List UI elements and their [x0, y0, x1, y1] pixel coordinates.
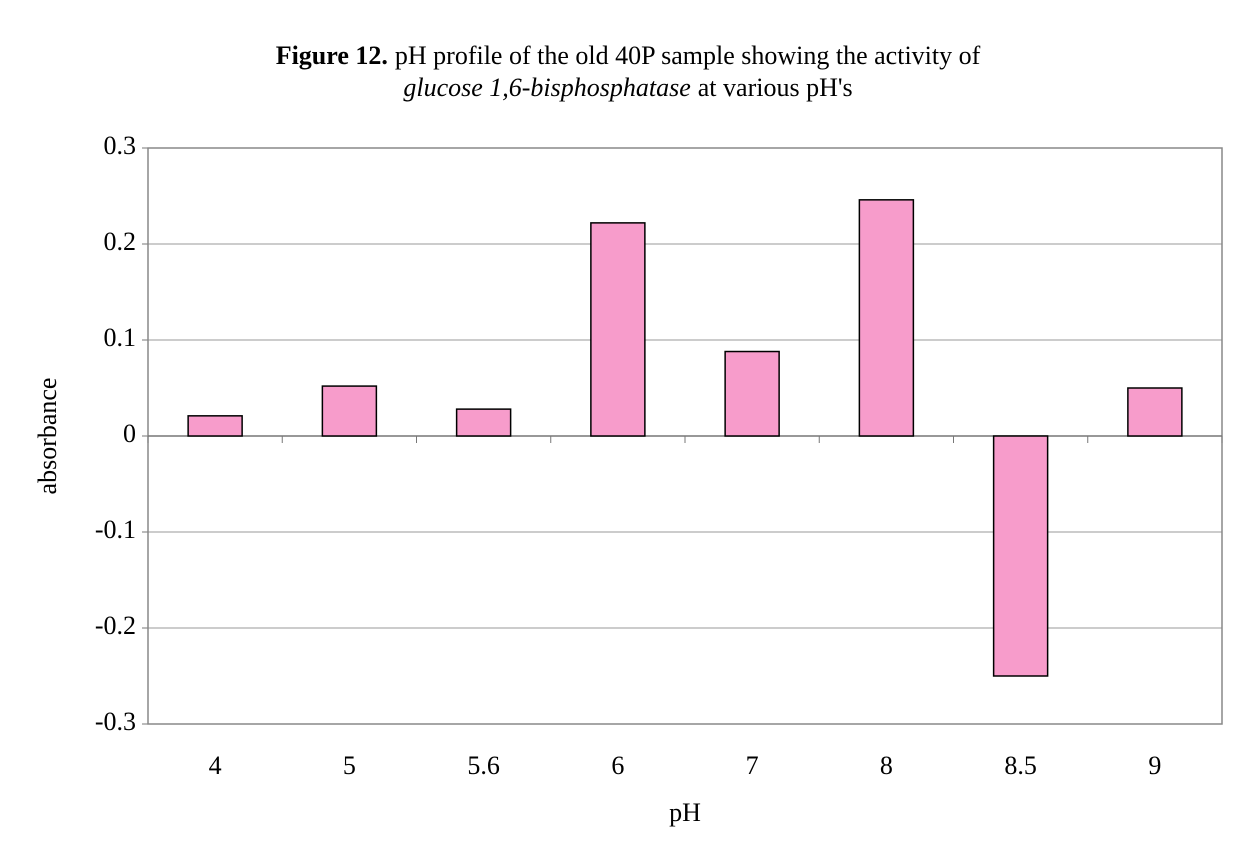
x-tick-label: 5.6 [467, 751, 500, 780]
y-axis-label: absorbance [33, 378, 62, 495]
y-tick-label: -0.3 [95, 707, 136, 736]
bar [590, 222, 646, 437]
x-tick-label: 7 [746, 751, 759, 780]
title-text: pH profile of the old 40P sample showing… [395, 41, 981, 70]
bar [1127, 387, 1183, 437]
x-tick-label: 8.5 [1004, 751, 1037, 780]
bar [321, 385, 378, 437]
y-tick-label: -0.2 [95, 611, 136, 640]
x-tick-label: 5 [343, 751, 356, 780]
title-enzyme: glucose 1,6-bisphosphatase [403, 73, 690, 102]
x-tick-label: 9 [1148, 751, 1161, 780]
x-tick-label: 4 [209, 751, 222, 780]
x-tick-label: 8 [880, 751, 893, 780]
bar [992, 435, 1049, 677]
y-tick-label: 0 [123, 419, 136, 448]
y-tick-label: 0.3 [104, 131, 137, 160]
y-tick-label: -0.1 [95, 515, 136, 544]
bar [455, 408, 512, 437]
chart-title-line2: glucose 1,6-bisphosphatase at various pH'… [403, 73, 852, 102]
chart-title: Figure 12. pH profile of the old 40P samp… [276, 41, 981, 70]
y-tick-label: 0.2 [104, 227, 137, 256]
bar [724, 350, 780, 437]
title-text: at various pH's [698, 73, 853, 102]
bar [187, 415, 243, 437]
x-tick-label: 6 [611, 751, 624, 780]
bar [858, 199, 915, 437]
y-tick-label: 0.1 [104, 323, 137, 352]
title-figure: Figure 12. [276, 41, 388, 70]
x-axis-label: pH [669, 798, 701, 827]
